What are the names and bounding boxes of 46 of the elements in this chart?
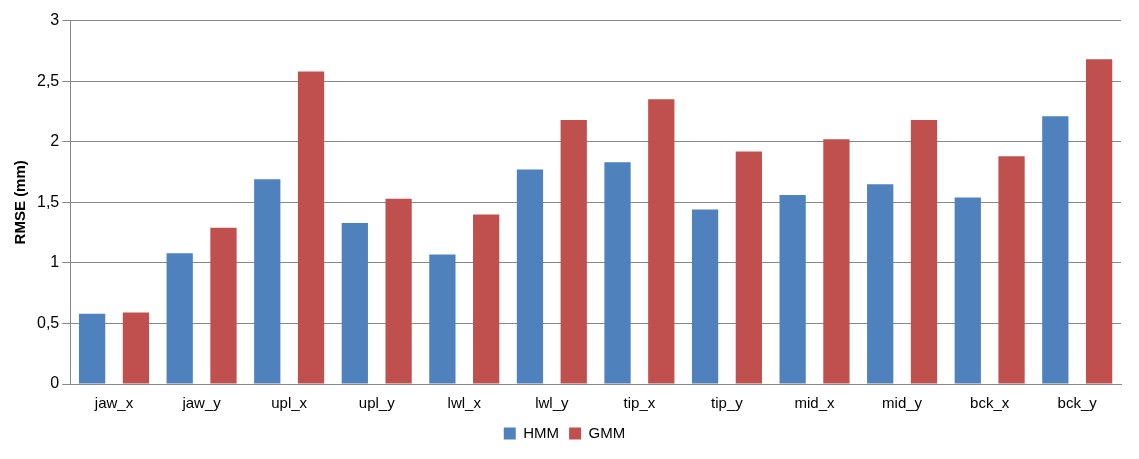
x-tick-label: upl_y — [358, 394, 396, 412]
bar — [122, 312, 150, 384]
x-tick-label: upl_x — [271, 394, 308, 412]
x-tick-label: tip_x — [623, 394, 656, 412]
y-tick-label: 2,5 — [36, 71, 60, 89]
y-tick-label: 2 — [50, 132, 60, 150]
x-tick-label: lwl_y — [535, 394, 570, 412]
bar — [823, 139, 850, 384]
bar — [735, 151, 762, 384]
bar — [691, 209, 719, 384]
bar — [429, 254, 456, 384]
bar — [79, 313, 106, 384]
y-axis-title: RMSE (mm) — [11, 160, 29, 245]
x-tick-label: mid_x — [794, 394, 836, 412]
legend-label: HMM — [523, 423, 560, 441]
bar — [341, 222, 368, 384]
y-tick-label: 1 — [50, 253, 60, 271]
x-tick-label: bck_x — [970, 394, 1010, 412]
bar — [297, 71, 325, 384]
y-tick-label: 1,5 — [36, 192, 60, 210]
y-tick-label: 0 — [50, 374, 60, 392]
bar — [516, 169, 544, 384]
x-tick-label: mid_y — [882, 394, 923, 412]
bar — [166, 253, 193, 384]
x-tick-label: bck_y — [1057, 394, 1098, 412]
bar — [385, 198, 412, 384]
legend-label: GMM — [588, 423, 626, 441]
bar — [1085, 59, 1113, 384]
bar — [779, 195, 806, 384]
bar — [910, 119, 938, 384]
bar — [560, 119, 587, 384]
bar — [998, 156, 1025, 384]
bar — [473, 214, 500, 384]
y-tick-label: 3 — [50, 11, 60, 29]
bar — [648, 99, 675, 384]
x-tick-label: jaw_y — [181, 394, 222, 412]
x-tick-label: lwl_x — [447, 394, 482, 412]
y-tick-label: 0,5 — [36, 313, 60, 331]
bar — [604, 162, 631, 384]
bar — [954, 197, 981, 384]
x-tick-label: tip_y — [711, 394, 744, 412]
bar — [254, 179, 281, 384]
bar — [210, 227, 237, 384]
bar — [1042, 116, 1069, 384]
x-tick-label: jaw_x — [93, 394, 134, 412]
bar — [867, 184, 894, 384]
